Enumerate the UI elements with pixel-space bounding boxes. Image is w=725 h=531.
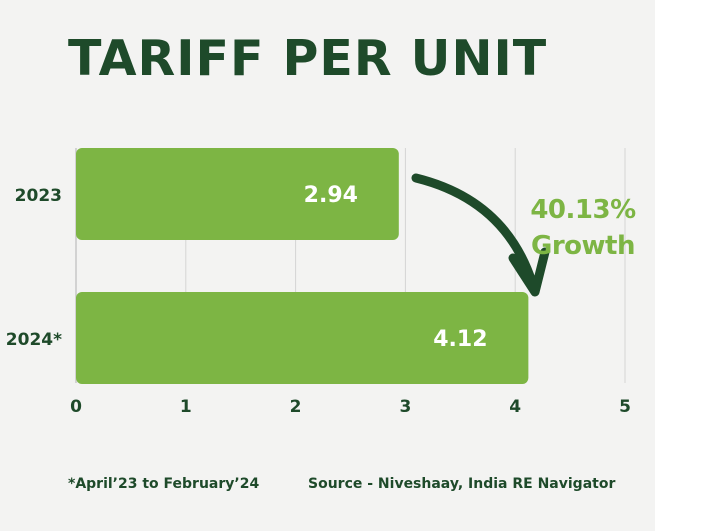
bar <box>76 148 399 240</box>
category-label: 2023 <box>15 186 62 206</box>
x-tick-label: 2 <box>290 397 302 417</box>
growth-label: Growth <box>531 231 635 261</box>
x-tick-label: 3 <box>399 397 411 417</box>
growth-percent: 40.13% <box>530 195 636 225</box>
category-label: 2024* <box>6 330 62 350</box>
background-strip <box>655 0 725 531</box>
source-note: Source - Niveshaay, India RE Navigator <box>308 476 616 492</box>
x-tick-label: 1 <box>180 397 192 417</box>
x-tick-label: 5 <box>619 397 631 417</box>
x-tick-label: 4 <box>509 397 521 417</box>
data-label: 4.12 <box>433 327 487 352</box>
chart-title: TARIFF PER UNIT <box>68 30 548 87</box>
arrow-head-icon <box>508 247 550 297</box>
bar <box>76 292 529 384</box>
growth-annotation: 40.13% Growth <box>523 192 643 264</box>
footnote: *April’23 to February’24 <box>68 476 260 492</box>
data-label: 2.94 <box>304 183 358 208</box>
x-tick-label: 0 <box>70 397 82 417</box>
growth-arrow <box>411 173 537 287</box>
